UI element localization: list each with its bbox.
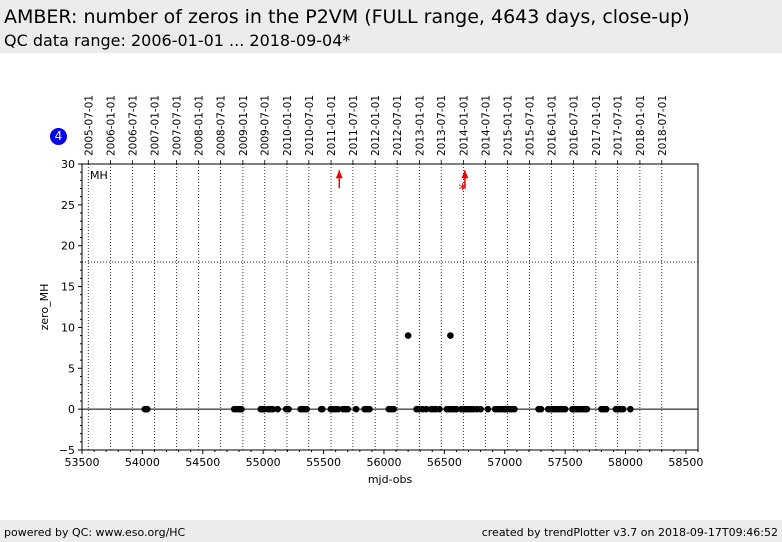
data-point (484, 405, 492, 413)
y-tick-label: 0 (68, 403, 75, 416)
date-tick-label: 2017-07-01 (613, 95, 625, 156)
footer-created-by: created by trendPlotter v3.7 on 2018-09-… (481, 526, 778, 539)
date-tick-label: 2013-01-01 (414, 95, 426, 156)
x-tick-label: 53500 (65, 456, 100, 469)
plot-frame (81, 163, 699, 451)
date-tick-label: 2016-01-01 (547, 95, 559, 156)
x-tick-label: 56500 (427, 456, 462, 469)
date-tick-label: 2006-01-01 (106, 95, 118, 156)
date-tick-label: 2012-07-01 (392, 95, 404, 156)
footer-powered-by: powered by QC: www.eso.org/HC (4, 526, 186, 539)
y-axis-label: zero_MH (38, 284, 51, 331)
y-tick-label: 30 (61, 158, 75, 171)
x-tick-label: 54000 (125, 456, 160, 469)
date-tick-label: 2009-01-01 (238, 95, 250, 156)
date-tick-label: 2012-01-01 (370, 95, 382, 156)
date-tick-label: 2008-01-01 (194, 95, 206, 156)
data-point (366, 405, 373, 413)
date-tick-label: 2013-07-01 (436, 95, 448, 156)
footer-bar: powered by QC: www.eso.org/HC created by… (0, 520, 782, 542)
page-subtitle: QC data range: 2006-01-01 ... 2018-09-04… (4, 31, 351, 50)
y-tick-label: 20 (61, 240, 75, 253)
out-of-range-star: * (458, 180, 466, 199)
data-point (344, 405, 352, 413)
data-point (627, 405, 634, 413)
date-tick-label: 2009-07-01 (260, 95, 272, 156)
x-tick-label: 54500 (185, 456, 220, 469)
date-tick-label: 2008-07-01 (216, 95, 228, 156)
data-point (537, 405, 545, 413)
page-title: AMBER: number of zeros in the P2VM (FULL… (4, 6, 690, 28)
data-point (436, 405, 443, 413)
out-of-range-arrow-head (461, 170, 469, 179)
data-point (404, 332, 412, 339)
date-tick-label: 2006-07-01 (127, 95, 139, 156)
date-tick-label: 2015-01-01 (503, 95, 515, 156)
date-tick-label: 2011-01-01 (326, 95, 338, 156)
data-point (422, 405, 430, 413)
date-tick-label: 2017-01-01 (591, 95, 603, 156)
data-point (390, 405, 397, 413)
date-tick-label: 2018-01-01 (635, 95, 647, 156)
data-point (602, 405, 610, 413)
panel-label: MH (90, 169, 108, 182)
y-tick-label: −5 (59, 444, 75, 457)
data-point (352, 405, 360, 413)
data-point (319, 405, 326, 413)
data-point (303, 405, 310, 413)
date-tick-label: 2015-07-01 (524, 95, 536, 156)
y-tick-label: 5 (68, 362, 75, 375)
data-point (285, 405, 292, 413)
date-tick-label: 2018-07-01 (657, 95, 669, 156)
data-point (477, 405, 484, 413)
y-tick-label: 25 (61, 199, 75, 212)
header-bar: AMBER: number of zeros in the P2VM (FULL… (0, 0, 782, 53)
x-tick-label: 57500 (548, 456, 583, 469)
x-axis-label: mjd-obs (368, 473, 413, 486)
date-tick-label: 2010-01-01 (282, 95, 294, 156)
date-tick-label: 2007-07-01 (171, 95, 183, 156)
data-point (561, 405, 569, 413)
data-point (274, 405, 281, 413)
plot-number-badge[interactable]: 4 (50, 128, 67, 145)
date-tick-label: 2005-07-01 (83, 95, 95, 156)
y-tick-label: 15 (61, 281, 75, 294)
data-point (143, 405, 151, 413)
x-tick-label: 56000 (366, 456, 401, 469)
data-point (583, 405, 591, 413)
x-tick-label: 55500 (306, 456, 341, 469)
data-point (511, 405, 518, 413)
date-tick-label: 2014-01-01 (458, 95, 470, 156)
date-tick-label: 2014-07-01 (480, 95, 492, 156)
y-tick-label: 10 (61, 321, 75, 334)
data-point (447, 332, 454, 339)
date-tick-label: 2016-07-01 (569, 95, 581, 156)
data-point (619, 405, 627, 413)
data-point (238, 405, 245, 413)
data-point (334, 405, 342, 413)
data-point (269, 405, 277, 413)
date-tick-label: 2011-07-01 (348, 95, 360, 156)
out-of-range-arrow-head (335, 170, 343, 179)
date-tick-label: 2010-07-01 (304, 95, 316, 156)
x-tick-label: 55000 (246, 456, 281, 469)
x-tick-label: 58000 (608, 456, 643, 469)
x-tick-label: 58500 (668, 456, 703, 469)
x-tick-label: 57000 (487, 456, 522, 469)
date-tick-label: 2007-01-01 (150, 95, 162, 156)
data-point (453, 405, 460, 413)
